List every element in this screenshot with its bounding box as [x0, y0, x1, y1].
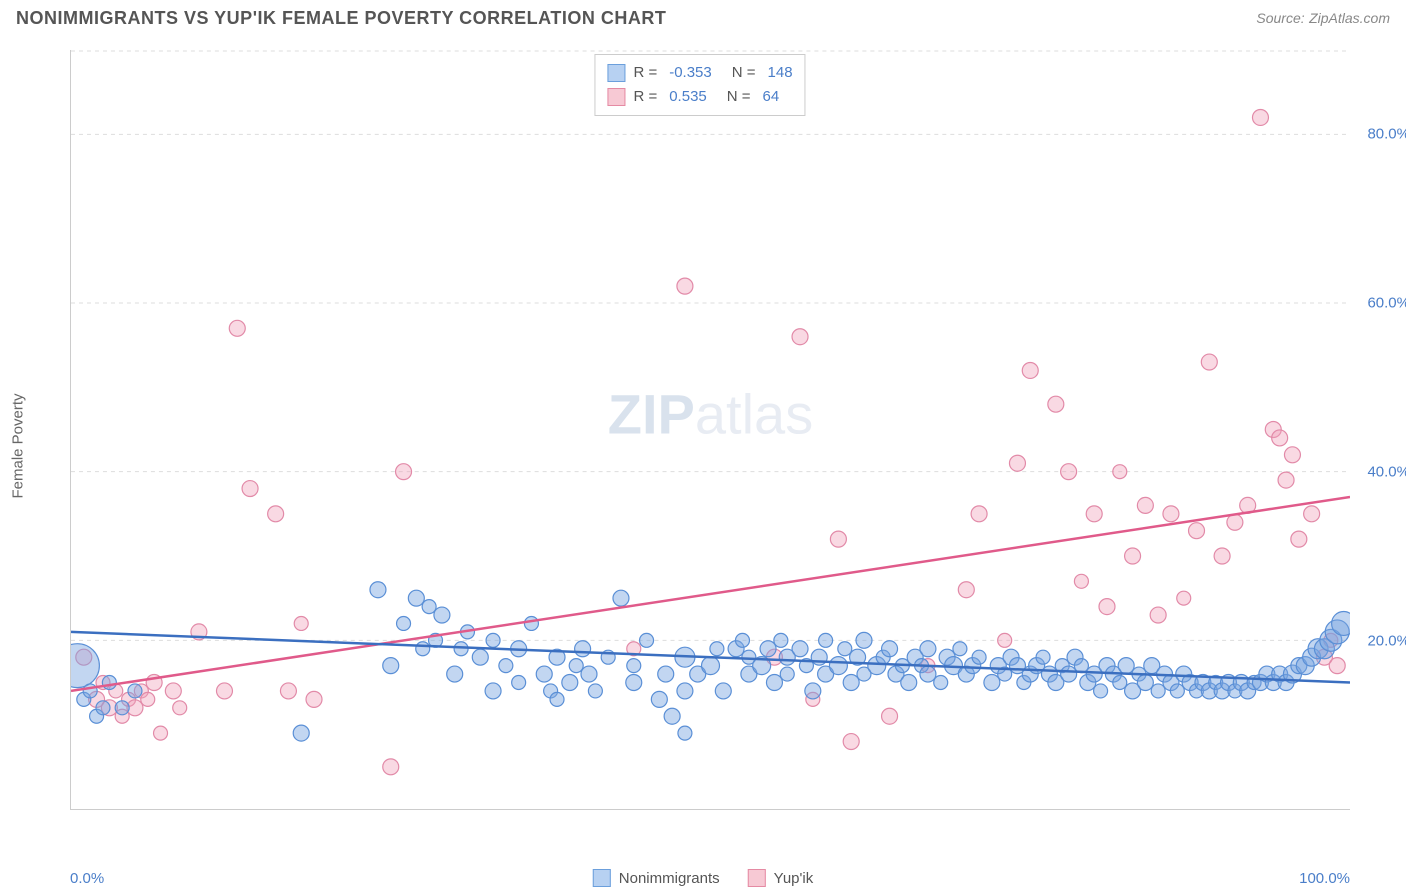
y-axis-title: Female Poverty — [10, 393, 27, 498]
legend-row: R = -0.353 N = 148 — [607, 61, 792, 85]
n-value: 64 — [763, 85, 780, 109]
legend-swatch — [593, 869, 611, 887]
x-min-label: 0.0% — [70, 870, 104, 887]
correlation-legend: R = -0.353 N = 148 R = 0.535 N = 64 — [594, 54, 805, 116]
y-tick-label: 40.0% — [1367, 464, 1406, 481]
r-label: R = — [633, 61, 657, 85]
r-value: -0.353 — [669, 61, 712, 85]
n-value: 148 — [768, 61, 793, 85]
chart-title: NONIMMIGRANTS VS YUP'IK FEMALE POVERTY C… — [16, 8, 666, 29]
chart-container: ZIPatlas 20.0%40.0%60.0%80.0% R = -0.353 N… — [50, 50, 1350, 840]
n-label: N = — [727, 85, 751, 109]
y-tick-label: 60.0% — [1367, 295, 1406, 312]
legend-swatch — [607, 64, 625, 82]
source-name: ZipAtlas.com — [1309, 10, 1390, 26]
legend-item: Yup'ik — [748, 869, 814, 887]
legend-label: Nonimmigrants — [619, 870, 720, 887]
r-value: 0.535 — [669, 85, 707, 109]
source-label: Source: — [1256, 10, 1304, 26]
source-credit: Source: ZipAtlas.com — [1256, 10, 1390, 28]
legend-label: Yup'ik — [774, 870, 814, 887]
scatter-plot-svg — [71, 50, 1350, 809]
legend-swatch — [748, 869, 766, 887]
y-tick-label: 80.0% — [1367, 126, 1406, 143]
r-label: R = — [633, 85, 657, 109]
n-label: N = — [732, 61, 756, 85]
y-tick-label: 20.0% — [1367, 633, 1406, 650]
plot-area: ZIPatlas 20.0%40.0%60.0%80.0% — [70, 50, 1350, 810]
series-legend: Nonimmigrants Yup'ik — [593, 869, 813, 887]
legend-swatch — [607, 88, 625, 106]
x-max-label: 100.0% — [1299, 870, 1350, 887]
legend-item: Nonimmigrants — [593, 869, 720, 887]
legend-row: R = 0.535 N = 64 — [607, 85, 792, 109]
